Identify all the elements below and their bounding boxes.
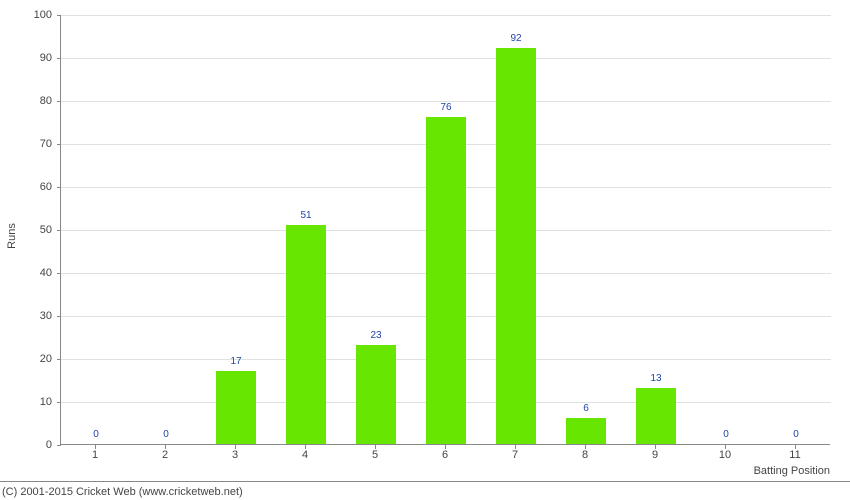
- bar: [286, 225, 327, 444]
- chart-container: 00175123769261300 0102030405060708090100…: [60, 15, 830, 465]
- y-tick: [57, 144, 61, 145]
- bar-value-label: 0: [163, 429, 169, 440]
- y-tick-label: 20: [22, 353, 52, 365]
- y-tick: [57, 230, 61, 231]
- y-tick-label: 10: [22, 396, 52, 408]
- y-tick: [57, 58, 61, 59]
- bar-value-label: 0: [723, 429, 729, 440]
- bar-value-label: 51: [300, 210, 311, 221]
- bar-value-label: 17: [230, 356, 241, 367]
- y-tick-label: 60: [22, 181, 52, 193]
- y-tick-label: 80: [22, 95, 52, 107]
- x-tick-label: 6: [442, 449, 448, 461]
- bar-value-label: 23: [370, 330, 381, 341]
- y-tick-label: 40: [22, 267, 52, 279]
- plot-area: 0 0 17 51 23 76 92 6 13 0 0: [60, 15, 830, 445]
- x-tick-label: 10: [719, 449, 731, 461]
- bar-value-label: 0: [793, 429, 799, 440]
- bar: [426, 117, 467, 444]
- y-tick: [57, 316, 61, 317]
- x-tick-label: 4: [302, 449, 308, 461]
- bar-value-label: 0: [93, 429, 99, 440]
- x-tick-label: 7: [512, 449, 518, 461]
- bar-value-label: 92: [510, 33, 521, 44]
- y-tick-label: 90: [22, 52, 52, 64]
- bar: [566, 418, 607, 444]
- bar-value-label: 13: [650, 373, 661, 384]
- y-tick-label: 30: [22, 310, 52, 322]
- x-tick-label: 1: [92, 449, 98, 461]
- y-tick-label: 100: [22, 9, 52, 21]
- copyright-text: (C) 2001-2015 Cricket Web (www.cricketwe…: [2, 486, 243, 498]
- x-tick-label: 3: [232, 449, 238, 461]
- x-axis-title: Batting Position: [754, 465, 830, 477]
- x-tick-label: 5: [372, 449, 378, 461]
- y-tick: [57, 15, 61, 16]
- y-tick-label: 50: [22, 224, 52, 236]
- bar-value-label: 6: [583, 403, 589, 414]
- x-tick-label: 11: [789, 449, 800, 461]
- x-tick-label: 8: [582, 449, 588, 461]
- x-tick-label: 2: [162, 449, 168, 461]
- bar: [216, 371, 257, 444]
- y-tick: [57, 359, 61, 360]
- footer-divider: [0, 481, 850, 482]
- x-tick-label: 9: [652, 449, 658, 461]
- gridline: [61, 58, 831, 59]
- y-tick-label: 70: [22, 138, 52, 150]
- bar-value-label: 76: [440, 102, 451, 113]
- bar: [496, 48, 537, 444]
- y-tick: [57, 187, 61, 188]
- y-tick: [57, 402, 61, 403]
- y-tick: [57, 445, 61, 446]
- bar: [356, 345, 397, 444]
- bar: [636, 388, 677, 444]
- gridline: [61, 15, 831, 16]
- y-tick: [57, 101, 61, 102]
- y-axis-title: Runs: [6, 223, 18, 249]
- y-tick-label: 0: [22, 439, 52, 451]
- y-tick: [57, 273, 61, 274]
